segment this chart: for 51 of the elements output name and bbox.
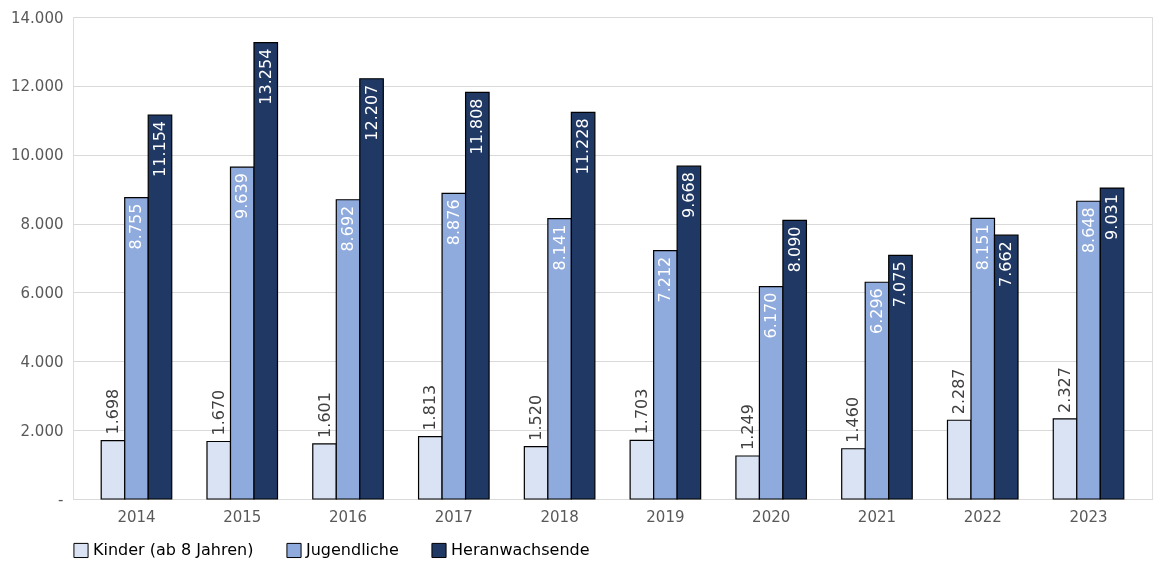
data-label: 2.287 (949, 368, 969, 415)
data-label: 8.876 (443, 199, 463, 246)
data-label: 8.648 (1078, 207, 1098, 254)
legend-label: Jugendliche (305, 540, 399, 560)
y-tick-label: 14.000 (11, 8, 64, 27)
data-label: 7.212 (655, 256, 675, 303)
data-label: 1.520 (526, 394, 546, 441)
y-tick-label: 12.000 (11, 77, 64, 96)
x-tick-label: 2021 (857, 507, 897, 526)
x-tick-label: 2019 (646, 507, 685, 526)
legend-label: Heranwachsende (451, 540, 590, 560)
y-tick-label: 2.000 (20, 421, 64, 440)
x-tick-label: 2016 (328, 507, 368, 526)
data-label: 6.296 (866, 288, 886, 335)
data-label: 1.249 (737, 404, 757, 450)
data-label: 11.808 (467, 98, 487, 155)
data-label: 1.601 (314, 392, 334, 438)
data-label: 6.170 (761, 292, 781, 339)
data-label: 8.141 (549, 224, 569, 271)
x-tick-label: 2015 (223, 507, 262, 526)
data-label: 1.703 (631, 388, 651, 435)
x-tick-label: 2023 (1069, 507, 1108, 526)
data-label: 9.639 (232, 173, 252, 219)
data-label: 8.090 (784, 226, 804, 273)
x-tick-label: 2018 (540, 507, 579, 526)
data-label: 8.692 (338, 205, 358, 252)
y-tick-label: 8.000 (20, 215, 64, 234)
data-label: 1.670 (208, 389, 228, 436)
data-label: 13.254 (255, 48, 275, 105)
legend-label: Kinder (ab 8 Jahren) (93, 540, 254, 560)
data-label: 9.668 (678, 172, 698, 218)
y-tick-label: 10.000 (11, 146, 64, 165)
data-label: 7.075 (890, 261, 910, 308)
data-label: 7.662 (996, 241, 1016, 288)
y-tick-label: 4.000 (20, 352, 64, 371)
data-label: 1.813 (420, 384, 440, 431)
data-label: 1.698 (102, 388, 122, 435)
data-label: 2.327 (1055, 367, 1075, 413)
data-label: 9.031 (1102, 194, 1122, 240)
x-tick-label: 2020 (752, 507, 791, 526)
data-label: 8.755 (126, 203, 146, 250)
x-tick-label: 2017 (434, 507, 473, 526)
y-tick-label: - (58, 490, 64, 509)
data-label: 12.207 (361, 84, 381, 141)
x-tick-label: 2022 (963, 507, 1002, 526)
x-tick-label: 2014 (117, 507, 156, 526)
data-label: 1.460 (843, 396, 863, 443)
y-tick-label: 6.000 (20, 283, 64, 302)
data-label: 11.154 (149, 120, 169, 177)
data-label: 8.151 (972, 224, 992, 271)
data-label: 11.228 (573, 118, 593, 175)
